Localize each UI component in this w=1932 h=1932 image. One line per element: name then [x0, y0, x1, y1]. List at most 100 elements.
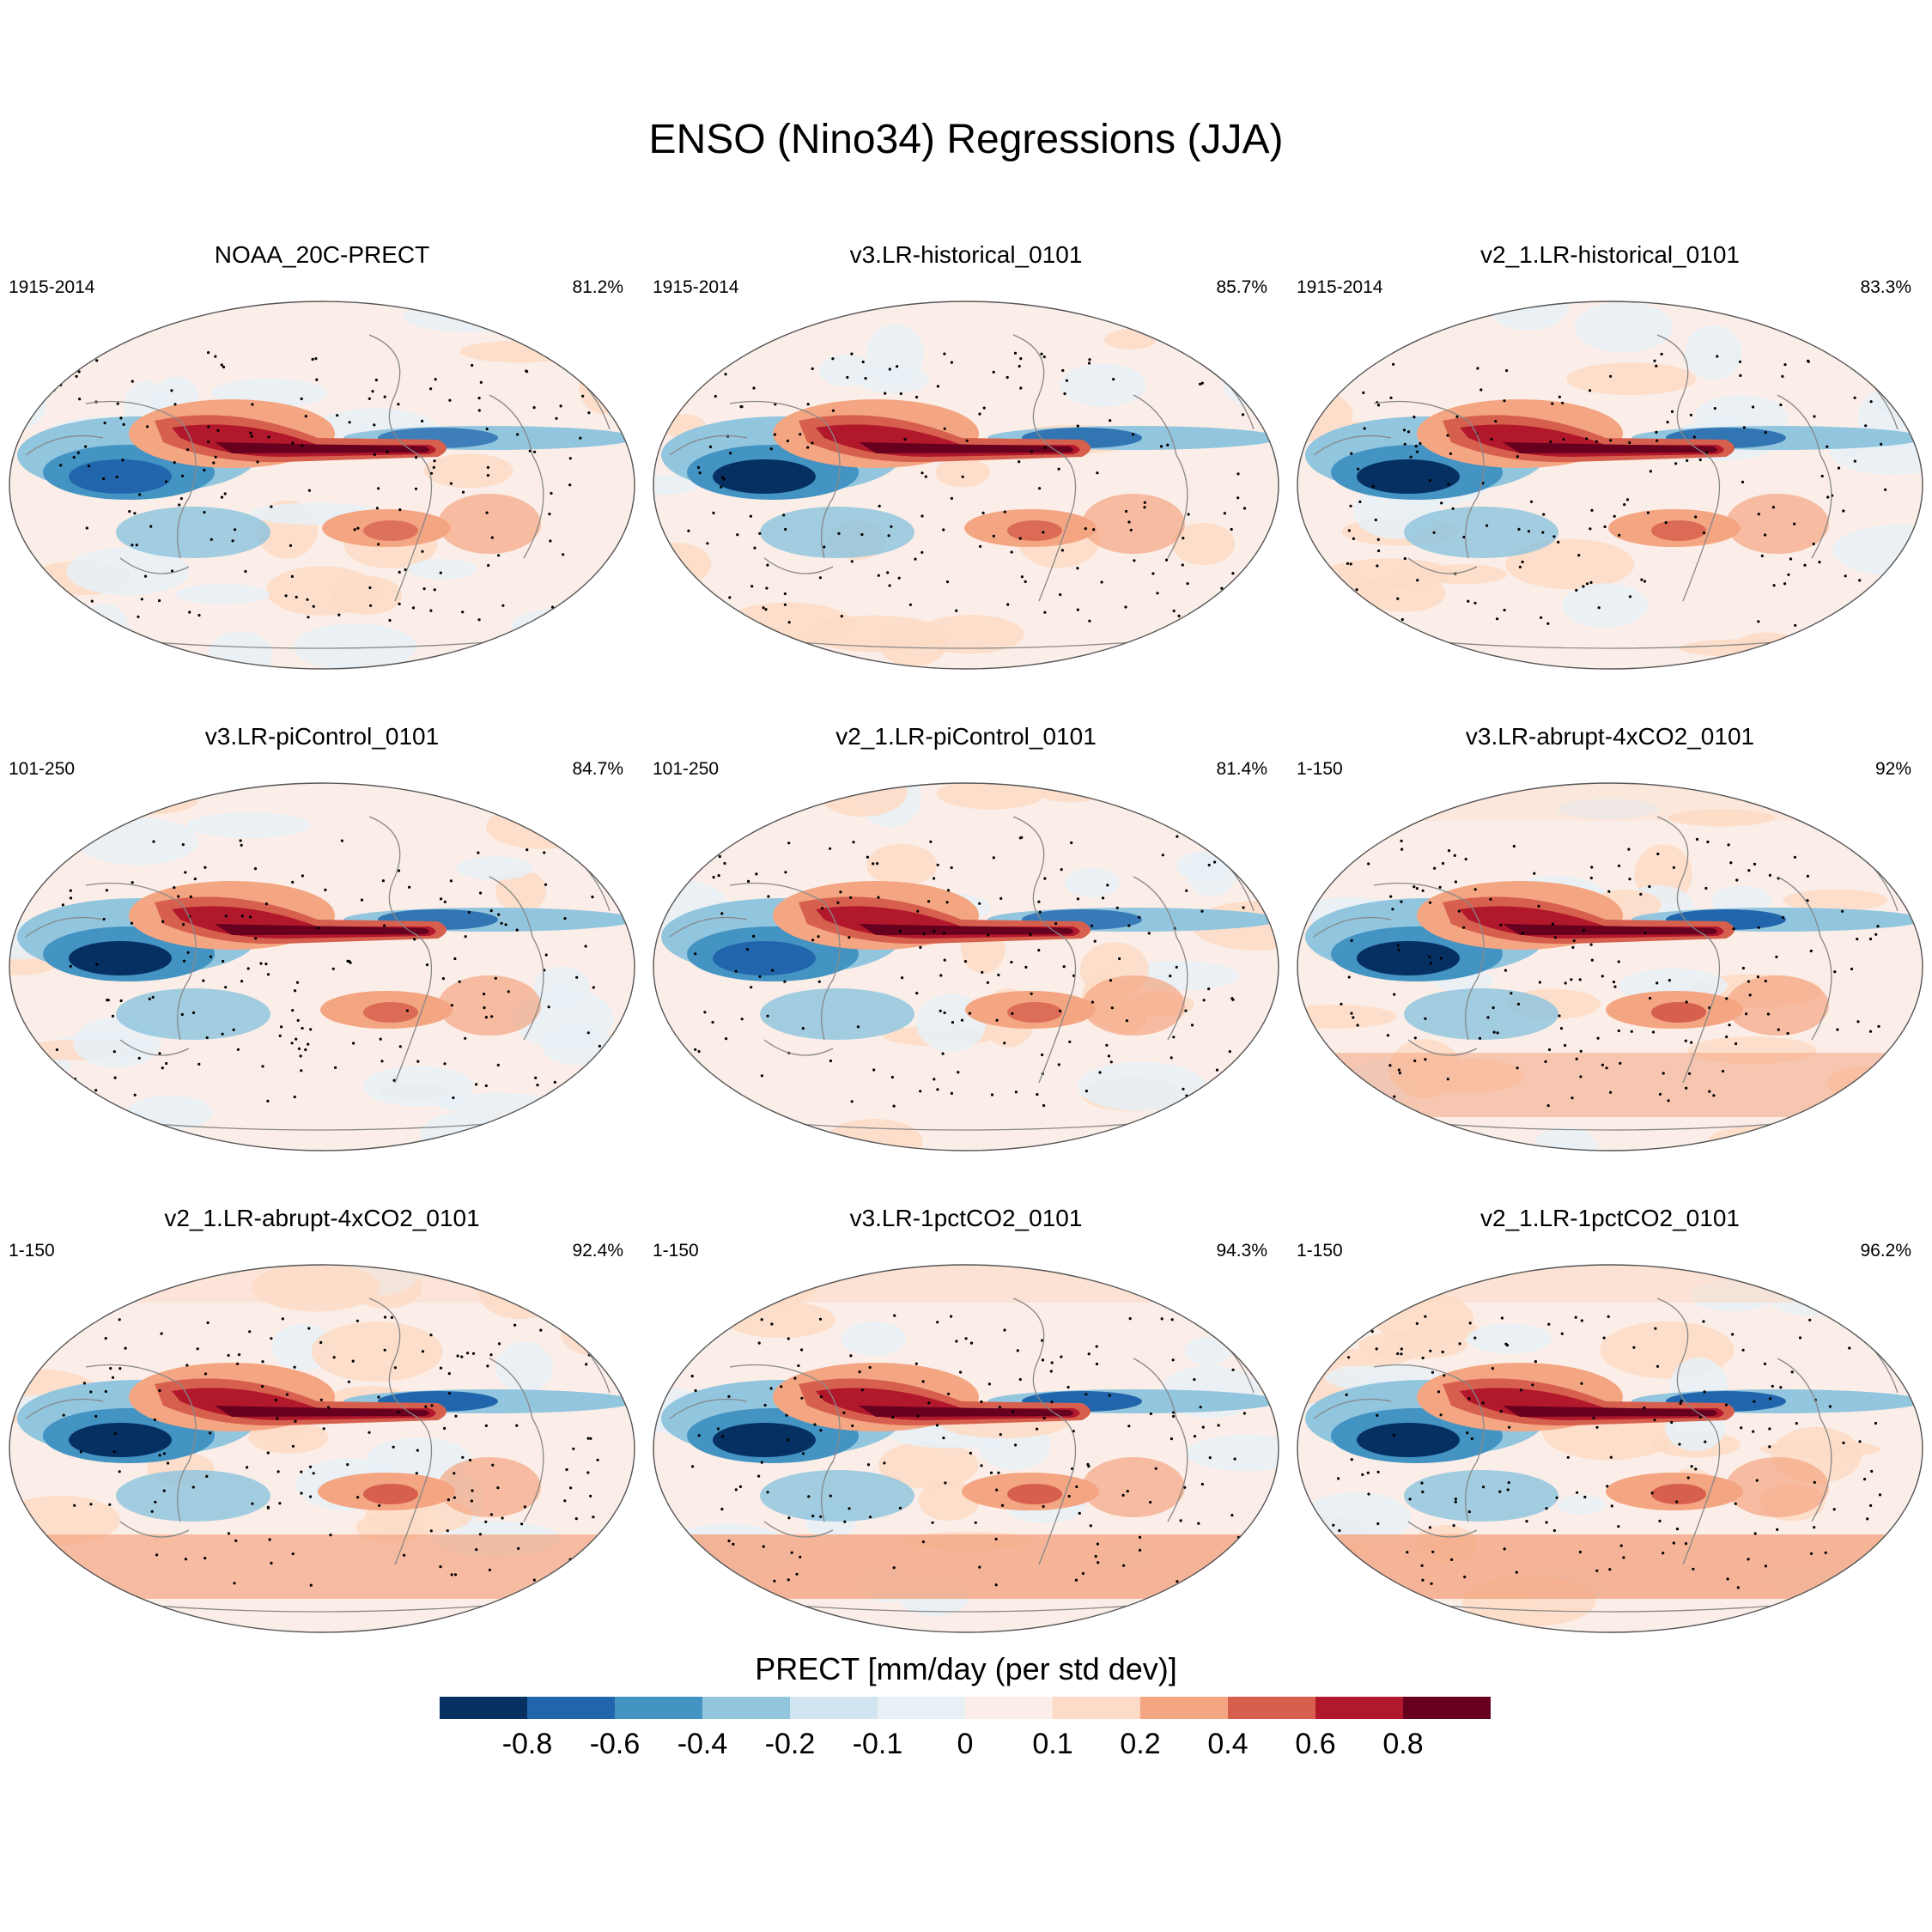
significance-dot: [1721, 1069, 1725, 1073]
significance-dot: [377, 1395, 380, 1399]
significance-dot: [989, 1471, 993, 1474]
significance-dot: [929, 840, 933, 843]
significance-dot: [1731, 1333, 1735, 1336]
significance-dot: [513, 1323, 517, 1327]
significance-dot: [1769, 1397, 1772, 1400]
significance-dot: [562, 553, 565, 556]
significance-dot: [848, 936, 851, 939]
significance-dot: [378, 1504, 381, 1507]
significance-dot: [1183, 1485, 1187, 1489]
significance-dot: [1049, 1370, 1053, 1373]
significance-dot: [75, 374, 78, 378]
significance-dot: [837, 532, 841, 535]
significance-dot: [1059, 1009, 1062, 1012]
significance-dot: [1858, 1440, 1862, 1443]
significance-dot: [856, 1025, 860, 1029]
significance-dot: [398, 508, 402, 512]
significance-dot: [687, 529, 690, 532]
significance-dot: [583, 842, 586, 846]
map-field: [1297, 783, 1923, 1151]
colorbar-tick-label: -0.1: [853, 1728, 903, 1760]
significance-dot: [515, 1424, 519, 1427]
significance-dot: [304, 1048, 307, 1052]
significance-dot: [1793, 855, 1796, 859]
significance-dot: [1106, 884, 1109, 887]
anomaly-patch: [1419, 564, 1508, 585]
significance-dot: [295, 981, 300, 984]
significance-dot: [1832, 1508, 1836, 1511]
significance-dot: [1708, 1090, 1711, 1093]
significance-dot: [1783, 582, 1787, 586]
significance-dot: [1662, 1552, 1665, 1555]
significance-dot: [374, 378, 378, 382]
significance-dot: [908, 603, 912, 606]
significance-dot: [475, 1548, 478, 1552]
significance-dot: [797, 1364, 800, 1368]
significance-dot: [1504, 969, 1507, 972]
significance-dot: [1376, 1522, 1380, 1526]
significance-dot: [1672, 1541, 1675, 1545]
significance-dot: [1654, 1327, 1657, 1330]
wet-anomaly-core: [363, 1484, 418, 1504]
anomaly-patch: [824, 1119, 923, 1151]
significance-dot: [1735, 878, 1739, 882]
significance-dot: [1856, 1020, 1860, 1024]
significance-dot: [489, 1353, 493, 1357]
significance-dot: [83, 839, 87, 843]
significance-dot: [1595, 1425, 1599, 1429]
significance-dot: [118, 1470, 121, 1473]
significance-dot: [1668, 979, 1671, 982]
significance-dot: [1824, 1551, 1827, 1554]
significance-dot: [1694, 515, 1698, 519]
significance-dot: [1603, 525, 1607, 529]
significance-dot: [1794, 623, 1797, 627]
significance-dot: [572, 1447, 575, 1450]
significance-dot: [416, 1060, 420, 1063]
significance-dot: [1112, 378, 1115, 381]
significance-dot: [485, 511, 489, 514]
significance-dot: [1207, 987, 1211, 991]
significance-dot: [270, 1561, 273, 1564]
significance-dot: [933, 929, 936, 933]
significance-dot: [1490, 437, 1493, 441]
significance-dot: [1367, 1492, 1370, 1496]
wet-anomaly: [438, 975, 541, 1036]
significance-dot: [1124, 605, 1127, 609]
significance-dot: [961, 475, 964, 478]
significance-dot: [1809, 949, 1813, 953]
significance-dot: [1698, 458, 1702, 462]
significance-dot: [1545, 1507, 1548, 1510]
significance-dot: [1583, 1495, 1587, 1499]
significance-dot: [453, 1496, 457, 1499]
significance-dot: [1776, 1528, 1779, 1531]
significance-dot: [1476, 367, 1479, 370]
significance-dot: [464, 1036, 467, 1040]
significance-dot: [1809, 1552, 1814, 1555]
significance-dot: [368, 1431, 371, 1434]
map-panel: v2_1.LR-abrupt-4xCO2_0101 1-150 92.4%: [0, 1204, 644, 1633]
significance-dot: [497, 913, 501, 916]
significance-dot: [82, 1382, 86, 1385]
significance-dot: [1751, 405, 1755, 409]
significance-dot: [1389, 396, 1393, 399]
significance-dot: [1686, 1476, 1690, 1479]
significance-dot: [1242, 906, 1245, 909]
significance-dot: [1619, 1061, 1622, 1065]
significance-dot: [266, 1099, 270, 1103]
significance-dot: [1415, 887, 1419, 890]
significance-dot: [203, 468, 206, 472]
significance-dot: [1019, 386, 1023, 390]
map-panel: v2_1.LR-piControl_0101 101-250 81.4%: [644, 722, 1288, 1151]
colorbar-tick-label: -0.6: [590, 1728, 641, 1760]
significance-dot: [479, 380, 483, 384]
significance-dot: [1729, 861, 1733, 865]
significance-dot: [587, 411, 591, 415]
significance-dot: [1042, 355, 1046, 359]
panel-pattern-correlation: 92%: [1874, 759, 1911, 779]
significance-dot: [1065, 379, 1068, 382]
colorbar-tick-label: 0.4: [1207, 1728, 1248, 1760]
significance-dot: [460, 1355, 464, 1358]
significance-dot: [450, 1573, 453, 1577]
significance-dot: [516, 433, 519, 436]
significance-dot: [1010, 960, 1013, 964]
